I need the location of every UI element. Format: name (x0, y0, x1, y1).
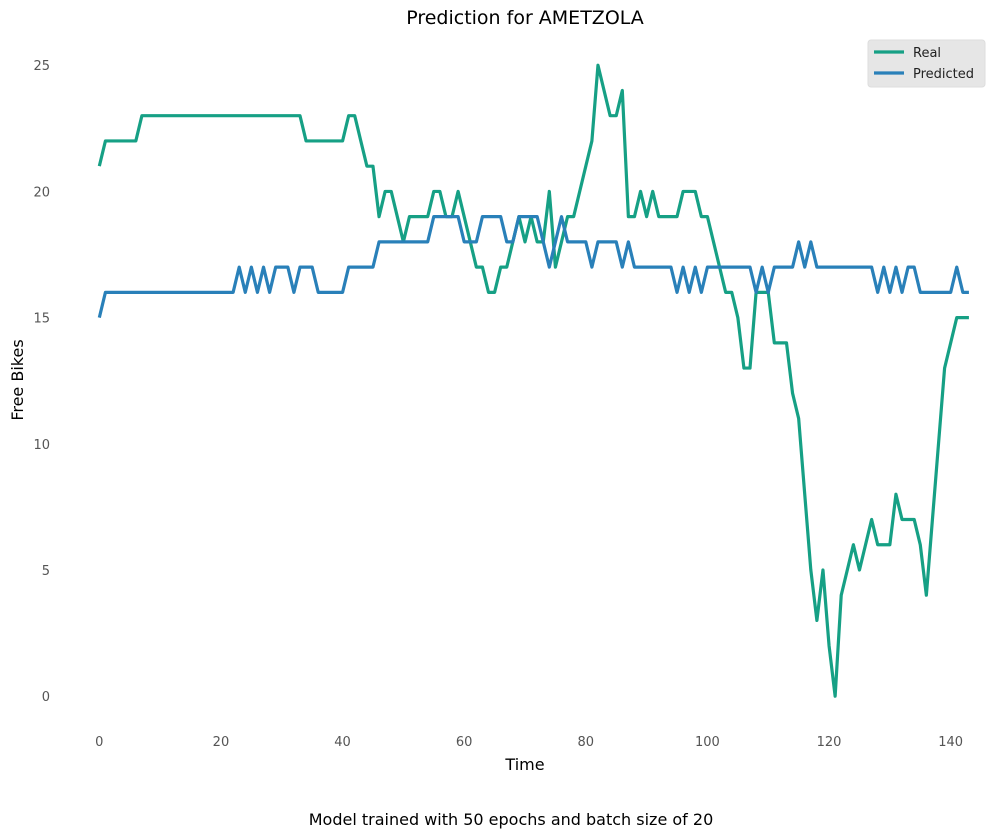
y-tick-label: 15 (33, 312, 50, 327)
x-tick-label: 40 (334, 735, 351, 750)
y-tick-label: 20 (33, 185, 50, 200)
y-axis-label: Free Bikes (8, 339, 27, 420)
x-tick-label: 140 (938, 735, 963, 750)
x-tick-label: 120 (817, 735, 842, 750)
legend-label-real: Real (913, 46, 941, 61)
plot-area (97, 63, 969, 698)
chart-caption: Model trained with 50 epochs and batch s… (309, 810, 714, 829)
chart-title: Prediction for AMETZOLA (406, 7, 644, 29)
series-line-real (97, 63, 969, 698)
x-tick-label: 100 (695, 735, 720, 750)
x-tick-label: 80 (578, 735, 595, 750)
x-tick-label: 20 (213, 735, 230, 750)
y-tick-label: 0 (42, 690, 50, 705)
series-line-predicted (97, 215, 969, 318)
x-axis-label: Time (504, 755, 544, 774)
legend-label-predicted: Predicted (913, 67, 974, 82)
y-axis-ticks: 0 5 10 15 20 25 (33, 59, 50, 705)
x-axis-ticks: 0 20 40 60 80 100 120 140 (95, 735, 963, 750)
x-tick-label: 0 (95, 735, 103, 750)
y-tick-label: 25 (33, 59, 50, 74)
x-tick-label: 60 (456, 735, 473, 750)
y-tick-label: 5 (42, 564, 50, 579)
legend: Real Predicted (867, 39, 986, 88)
y-tick-label: 10 (33, 438, 50, 453)
